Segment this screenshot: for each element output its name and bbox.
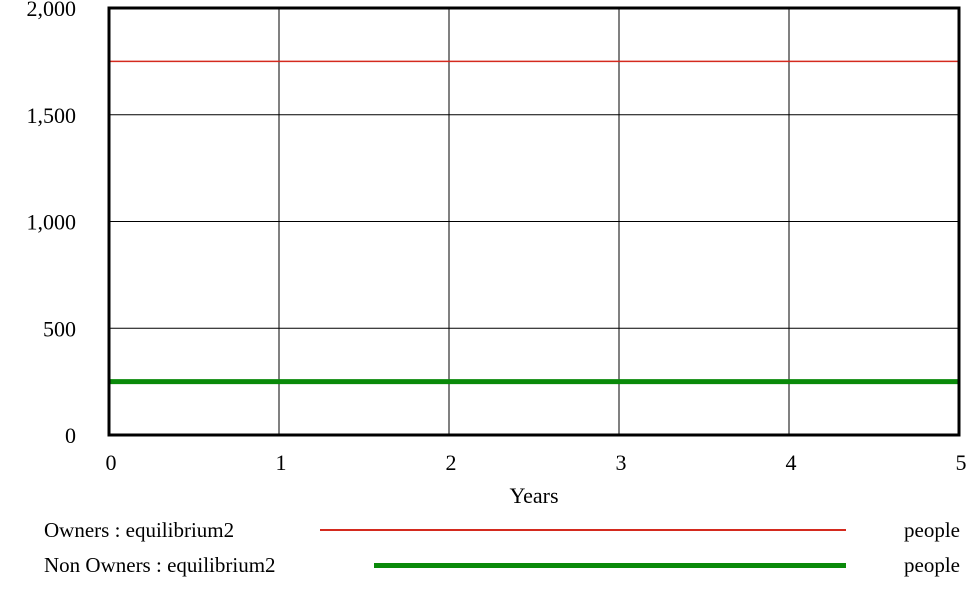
legend-swatch-owners [320, 529, 846, 531]
series-layer [109, 60, 959, 385]
legend-unit: people [904, 553, 960, 577]
x-axis-ticks: 0 1 2 3 4 5 [106, 450, 967, 475]
legend-swatch-non-owners [374, 563, 846, 568]
y-tick-label: 1,500 [27, 103, 77, 128]
x-axis-label: Years [509, 483, 558, 508]
x-tick-label: 3 [616, 450, 627, 475]
y-tick-label: 2,000 [27, 0, 77, 21]
grid-lines [108, 7, 960, 436]
legend-label: Non Owners : equilibrium2 [44, 553, 276, 577]
legend-label: Owners : equilibrium2 [44, 518, 235, 542]
legend-item-non-owners: Non Owners : equilibrium2 people [44, 550, 960, 580]
y-tick-label: 1,000 [27, 210, 77, 235]
x-tick-label: 0 [106, 450, 117, 475]
y-tick-label: 500 [43, 316, 76, 341]
legend-unit: people [904, 518, 960, 542]
x-tick-label: 2 [446, 450, 457, 475]
y-tick-label: 0 [65, 423, 76, 448]
x-tick-label: 1 [276, 450, 287, 475]
y-axis-ticks: 0 500 1,000 1,500 2,000 [27, 0, 77, 448]
x-tick-label: 4 [786, 450, 797, 475]
x-tick-label: 5 [956, 450, 967, 475]
plot-frame [107, 6, 961, 437]
legend-item-owners: Owners : equilibrium2 people [44, 515, 960, 545]
